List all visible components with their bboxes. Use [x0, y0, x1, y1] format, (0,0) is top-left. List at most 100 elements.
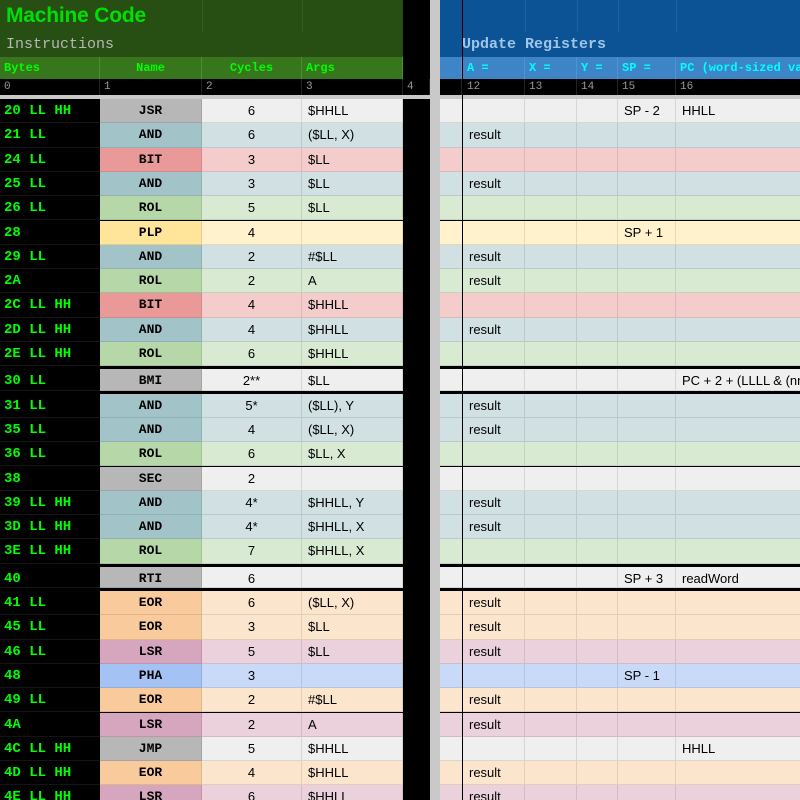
instruction-row[interactable]: 4D LL HH EOR 4 $HHLL [0, 761, 430, 786]
instruction-row[interactable]: 48 PHA 3 [0, 663, 430, 689]
cell-args[interactable]: $LL [302, 196, 403, 221]
instruction-row[interactable]: 39 LL HH AND 4* $HHLL, Y [0, 490, 430, 516]
cell-reg-x[interactable] [525, 688, 577, 713]
cell-reg-pc[interactable] [676, 269, 800, 294]
instruction-row[interactable]: 4C LL HH JMP 5 $HHLL [0, 736, 430, 762]
cell-bytes[interactable]: 38 [0, 466, 100, 491]
cell-reg-y[interactable] [577, 663, 618, 689]
registers-table-body[interactable]: SP - 2 HHLL result result SP + 1 result result… [440, 99, 800, 800]
cell-reg-sp[interactable] [618, 171, 676, 197]
cell-reg-a[interactable]: result [463, 688, 525, 713]
cell-reg-a[interactable]: result [463, 269, 525, 294]
instruction-row[interactable]: 2A ROL 2 A [0, 269, 430, 294]
cell-reg-x[interactable] [525, 566, 577, 588]
cell-reg-pc[interactable] [676, 591, 800, 616]
cell-reg-y[interactable] [577, 269, 618, 294]
instruction-row[interactable]: 4A LSR 2 A [0, 712, 430, 737]
cell-reg-sp[interactable]: SP + 1 [618, 220, 676, 245]
instruction-row[interactable]: 40 RTI 6 [0, 563, 430, 588]
cell-reg-sp[interactable] [618, 615, 676, 640]
cell-reg-sp[interactable] [618, 244, 676, 270]
cell-reg-pc[interactable] [676, 393, 800, 418]
cell-cycles[interactable]: 4 [202, 761, 302, 786]
register-row[interactable]: result [440, 123, 800, 148]
column-header-bytes[interactable]: Bytes [0, 57, 100, 79]
cell-cycles[interactable]: 4* [202, 515, 302, 540]
cell-reg-x[interactable] [525, 342, 577, 367]
column-header-pc[interactable]: PC (word-sized value) [680, 61, 800, 75]
cell-reg-pc[interactable] [676, 147, 800, 172]
column-header-name[interactable]: Name [100, 57, 202, 79]
cell-reg-a[interactable]: result [463, 515, 525, 540]
instruction-row[interactable]: 46 LL LSR 5 $LL [0, 639, 430, 664]
cell-reg-pc[interactable] [676, 317, 800, 342]
cell-args[interactable]: $HHLL, X [302, 539, 403, 564]
cell-args[interactable]: $HHLL [302, 342, 403, 367]
cell-reg-sp[interactable] [618, 785, 676, 800]
col-index-15[interactable]: 15 [618, 79, 676, 95]
cell-reg-pc[interactable] [676, 490, 800, 516]
cell-cycles[interactable]: 7 [202, 539, 302, 564]
column-header-a[interactable]: A = [463, 57, 525, 79]
cell-args[interactable]: $LL [302, 615, 403, 640]
cell-reg-y[interactable] [577, 196, 618, 221]
cell-reg-x[interactable] [525, 615, 577, 640]
cell-name[interactable]: ROL [100, 442, 202, 467]
cell-name[interactable]: ROL [100, 269, 202, 294]
cell-cycles[interactable]: 4* [202, 490, 302, 516]
cell-cycles[interactable]: 6 [202, 566, 302, 588]
cell-name[interactable]: ROL [100, 196, 202, 221]
cell-reg-x[interactable] [525, 220, 577, 245]
cell-cycles[interactable]: 6 [202, 591, 302, 616]
cell-cycles[interactable]: 2** [202, 369, 302, 391]
instruction-row[interactable]: 36 LL ROL 6 $LL, X [0, 442, 430, 467]
instruction-row[interactable]: 45 LL EOR 3 $LL [0, 615, 430, 640]
cell-reg-a[interactable] [463, 539, 525, 564]
cell-name[interactable]: AND [100, 317, 202, 342]
cell-reg-sp[interactable] [618, 147, 676, 172]
cell-reg-sp[interactable] [618, 442, 676, 467]
cell-cycles[interactable]: 6 [202, 785, 302, 800]
register-row[interactable]: result [440, 417, 800, 443]
cell-name[interactable]: EOR [100, 591, 202, 616]
cell-reg-y[interactable] [577, 244, 618, 270]
cell-cycles[interactable]: 5 [202, 639, 302, 664]
cell-reg-sp[interactable] [618, 293, 676, 318]
cell-reg-y[interactable] [577, 515, 618, 540]
cell-reg-x[interactable] [525, 99, 577, 124]
cell-reg-pc[interactable] [676, 220, 800, 245]
cell-reg-x[interactable] [525, 539, 577, 564]
cell-reg-x[interactable] [525, 736, 577, 762]
cell-reg-x[interactable] [525, 317, 577, 342]
cell-args[interactable]: ($LL, X) [302, 417, 403, 443]
cell-reg-a[interactable]: result [463, 639, 525, 664]
cell-name[interactable]: JSR [100, 99, 202, 124]
cell-cycles[interactable]: 2 [202, 269, 302, 294]
cell-args[interactable]: $HHLL [302, 293, 403, 318]
col-index-4[interactable]: 4 [403, 79, 430, 95]
register-row[interactable]: result [440, 761, 800, 786]
cell-bytes[interactable]: 2C LL HH [0, 293, 100, 318]
cell-reg-sp[interactable] [618, 123, 676, 148]
instruction-table-body[interactable]: 20 LL HH JSR 6 $HHLL 21 LL AND 6 ($LL, X) 24 LL B… [0, 99, 430, 800]
cell-bytes[interactable]: 4D LL HH [0, 761, 100, 786]
cell-reg-sp[interactable] [618, 490, 676, 516]
cell-reg-y[interactable] [577, 369, 618, 391]
cell-reg-pc[interactable] [676, 293, 800, 318]
cell-args[interactable]: #$LL [302, 688, 403, 713]
column-header-cycles[interactable]: Cycles [202, 57, 302, 79]
cell-name[interactable]: RTI [100, 566, 202, 588]
cell-cycles[interactable]: 6 [202, 442, 302, 467]
instruction-row[interactable]: 49 LL EOR 2 #$LL [0, 688, 430, 713]
cell-name[interactable]: AND [100, 393, 202, 418]
cell-reg-sp[interactable] [618, 393, 676, 418]
cell-reg-pc[interactable] [676, 123, 800, 148]
instruction-row[interactable]: 31 LL AND 5* ($LL), Y [0, 393, 430, 418]
cell-cycles[interactable]: 5 [202, 736, 302, 762]
cell-name[interactable]: JMP [100, 736, 202, 762]
instruction-row[interactable]: 41 LL EOR 6 ($LL, X) [0, 591, 430, 616]
cell-bytes[interactable]: 31 LL [0, 393, 100, 418]
cell-args[interactable]: ($LL, X) [302, 123, 403, 148]
cell-args[interactable]: $HHLL [302, 99, 403, 124]
cell-reg-x[interactable] [525, 123, 577, 148]
